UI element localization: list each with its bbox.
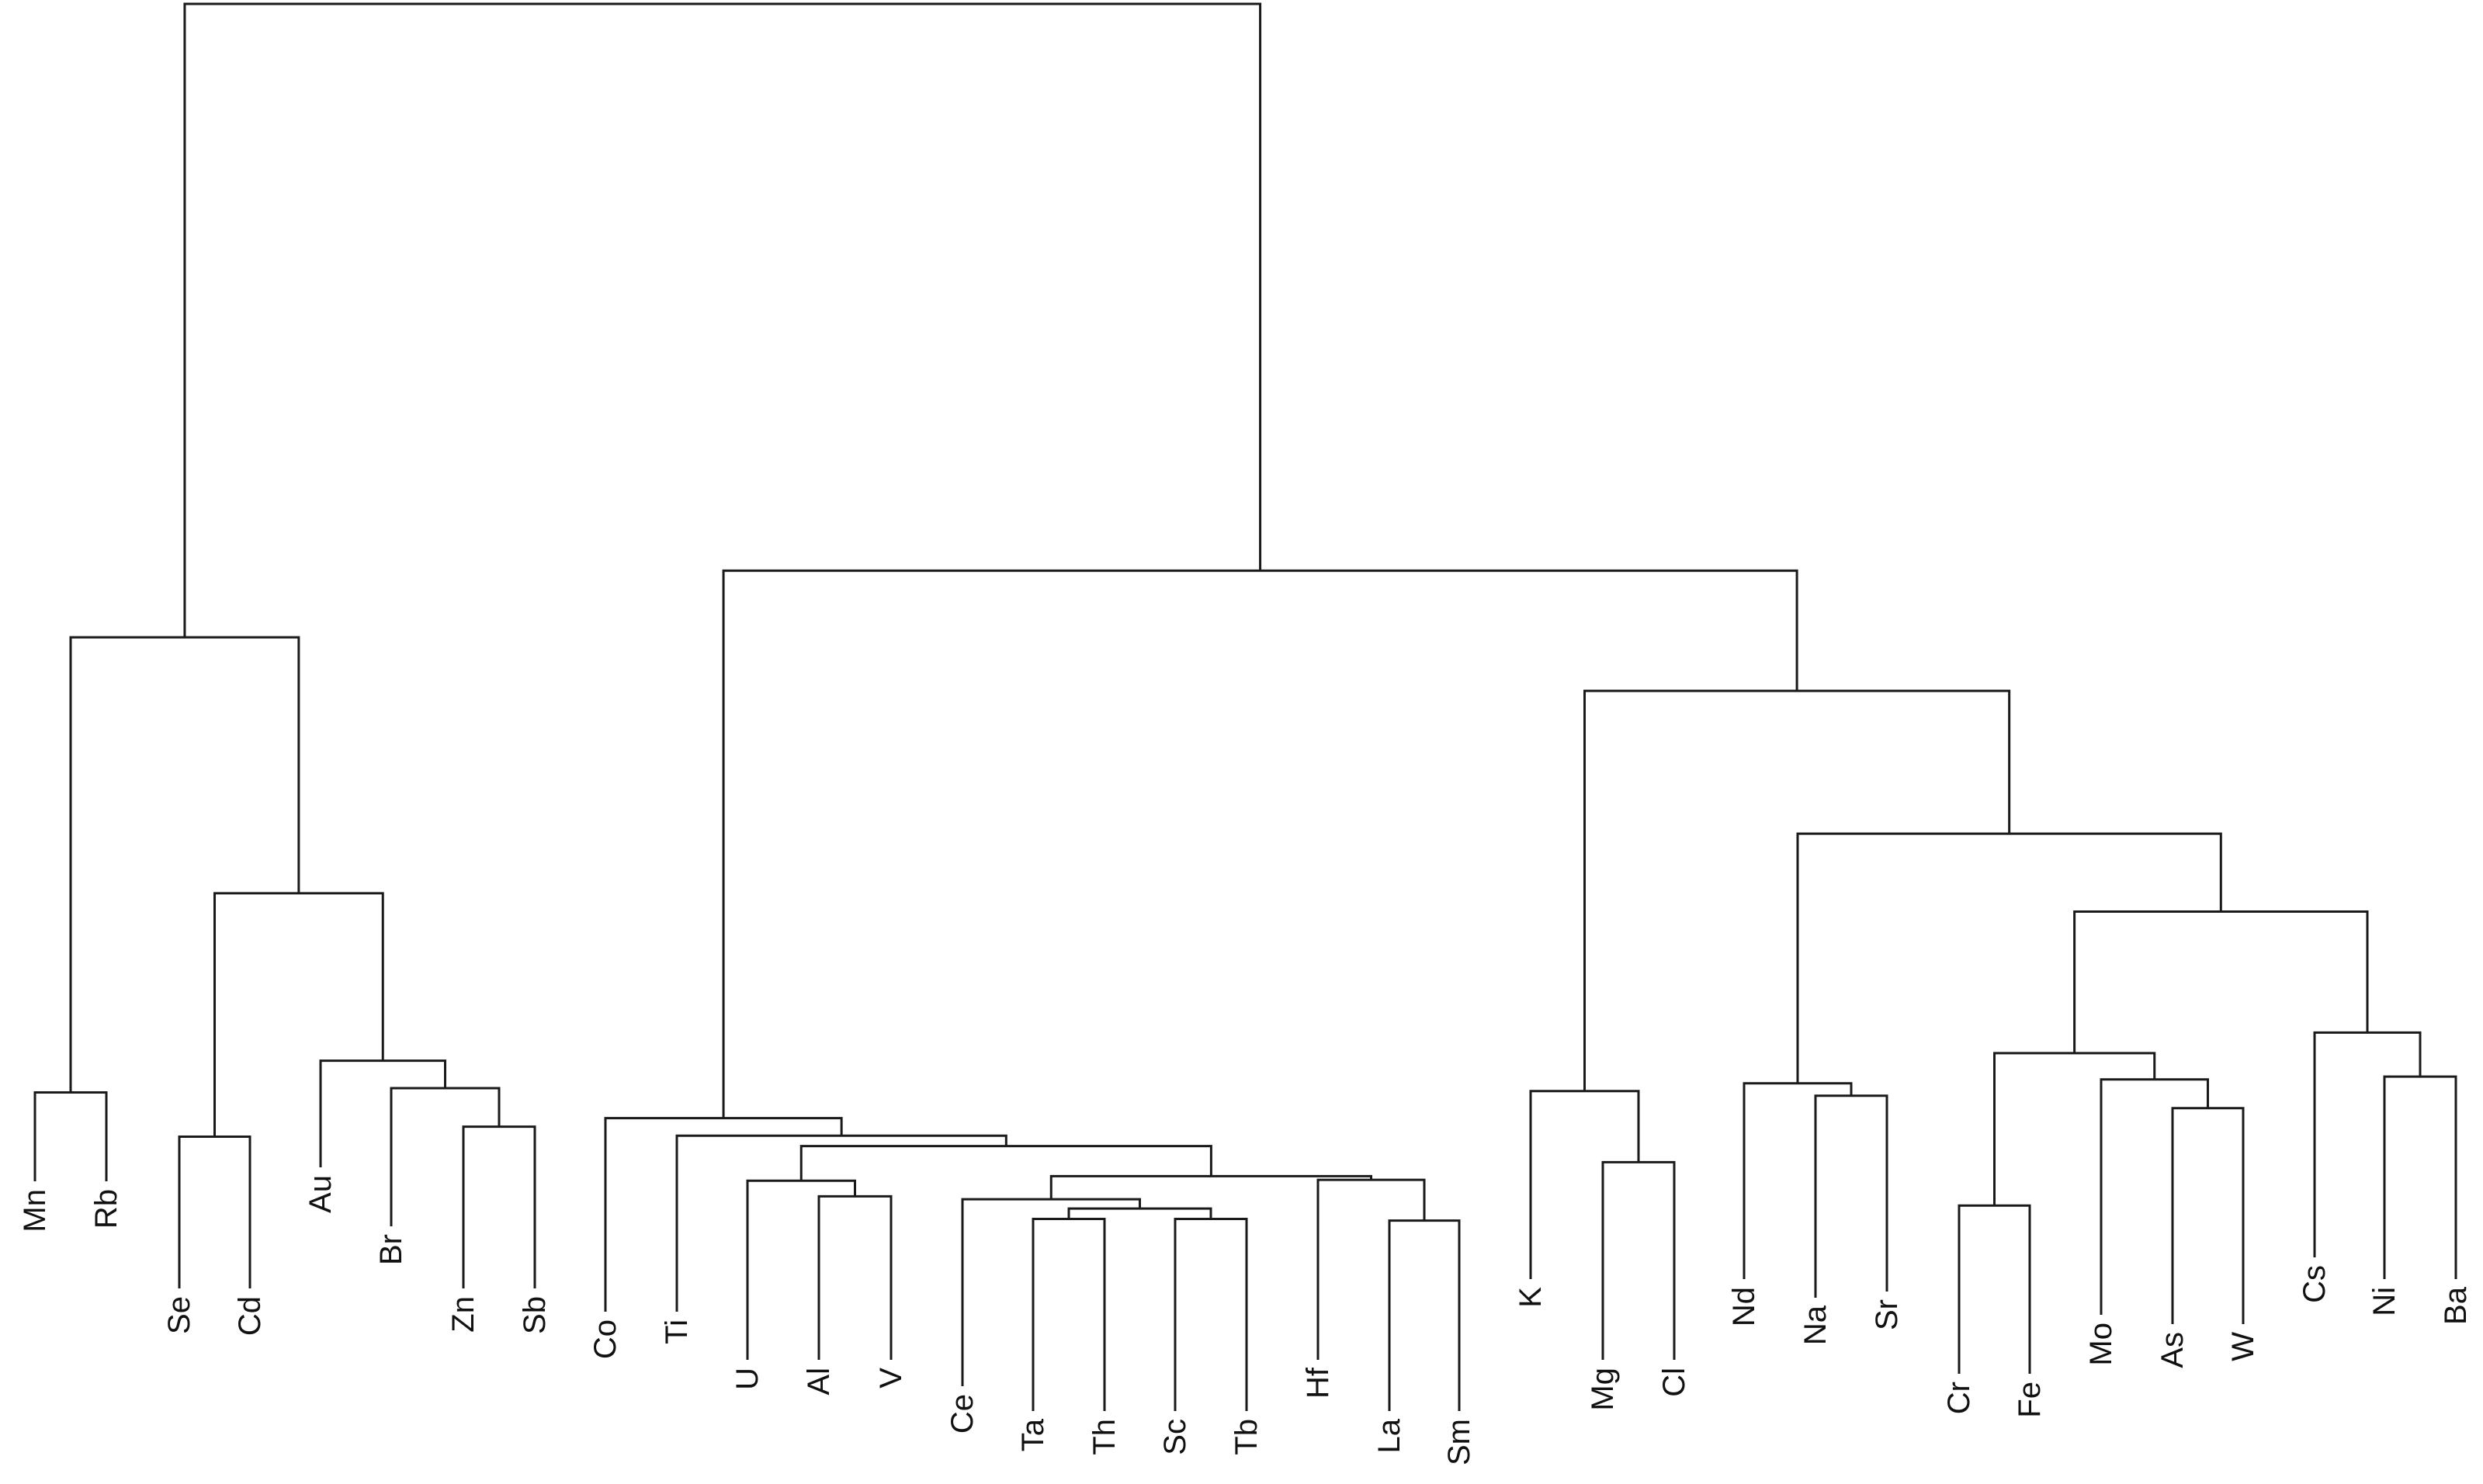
merge-branch-u-m15 [746,1179,856,1360]
leaf-label-ni: Ni [2367,1287,2402,1316]
leaf-label-th: Th [1087,1419,1122,1455]
merge-branch-nd-m22 [1743,1082,1853,1279]
leaf-label-cr: Cr [1942,1382,1976,1414]
merge-branch-na-sr [1814,1094,1888,1298]
leaf-label-hf: Hf [1301,1367,1335,1399]
merge-branch-as-w [2171,1107,2245,1324]
merge-branch-ta-th [1032,1218,1106,1411]
merge-branch-ce-m10 [961,1198,1141,1386]
leaf-label-mn: Mn [18,1189,52,1233]
leaf-label-na: Na [1798,1305,1833,1345]
leaf-label-tb: Tb [1229,1419,1264,1455]
merge-branch-au-m4 [319,1059,446,1167]
merge-branch-al-v [817,1194,893,1360]
merge-branch-m2-m5 [213,892,384,1137]
leaf-label-u: U [730,1368,765,1390]
leaf-label-ti: Ti [660,1319,694,1344]
merge-branch-m7-m33 [183,2,1262,638]
leaf-label-cs: Cs [2297,1265,2332,1303]
merge-branch-m23-m30 [1796,832,2222,1084]
merge-branch-ti-m17 [675,1134,1007,1312]
leaf-label-sr: Sr [1870,1299,1904,1330]
leaf-label-sm: Sm [1442,1419,1476,1465]
dendrogram-branches [33,2,2457,1411]
leaf-label-ba: Ba [2439,1286,2473,1325]
leaf-label-au: Au [303,1175,338,1213]
leaf-label-sb: Sb [518,1296,552,1334]
leaf-label-ce: Ce [945,1394,980,1434]
leaf-label-sc: Sc [1158,1419,1192,1455]
leaf-label-rb: Rb [89,1189,123,1229]
merge-branch-cr-fe [1958,1204,2031,1374]
leaf-label-mg: Mg [1586,1368,1620,1411]
merge-branch-m19-m32 [722,569,1798,1118]
leaf-label-zn: Zn [446,1296,480,1333]
leaf-label-co: Co [588,1319,622,1359]
leaf-label-cl: Cl [1657,1368,1691,1397]
leaf-label-la: La [1372,1418,1406,1453]
leaf-label-mo: Mo [2084,1323,2118,1366]
merge-branch-hf-m12 [1316,1178,1426,1360]
leaf-label-v: V [874,1368,908,1389]
leaf-label-br: Br [374,1234,408,1265]
merge-branch-m27-m29 [2073,910,2369,1053]
leaf-label-as: As [2155,1332,2190,1368]
leaf-label-nd: Nd [1727,1287,1761,1326]
merge-branch-cs-m28 [2313,1031,2422,1257]
leaf-label-w: W [2226,1332,2260,1361]
leaf-label-fe: Fe [2013,1382,2047,1418]
leaf-label-ta: Ta [1016,1418,1050,1451]
merge-branch-m8-m9 [1067,1207,1212,1219]
merge-branch-m24-m26 [1993,1052,2156,1206]
leaf-label-k: K [1514,1287,1548,1308]
merge-branch-k-m20 [1529,1090,1640,1279]
merge-branch-mg-cl [1601,1160,1676,1360]
leaf-label-al: Al [802,1368,836,1396]
merge-branch-zn-sb [462,1125,536,1288]
merge-branch-ni-ba [2383,1075,2457,1279]
leaf-label-se: Se [162,1296,196,1334]
merge-branch-m11-m13 [1049,1174,1372,1200]
merge-branch-m1-m6 [69,636,300,1093]
merge-branch-se-cd [178,1136,251,1288]
merge-branch-mn-rb [33,1091,108,1181]
dendrogram-leaf-labels: Mn Rb Se Cd Au Br Zn Sb Co Ti U Al V Ce Ta Th Sc Tb Hf La Sm… [18,1175,2473,1465]
merge-branch-la-sm [1388,1219,1461,1411]
merge-branch-mo-m25 [2100,1078,2209,1315]
merge-branch-sc-tb [1174,1218,1248,1411]
merge-branch-br-m3 [390,1087,501,1226]
leaf-label-cd: Cd [233,1296,267,1336]
